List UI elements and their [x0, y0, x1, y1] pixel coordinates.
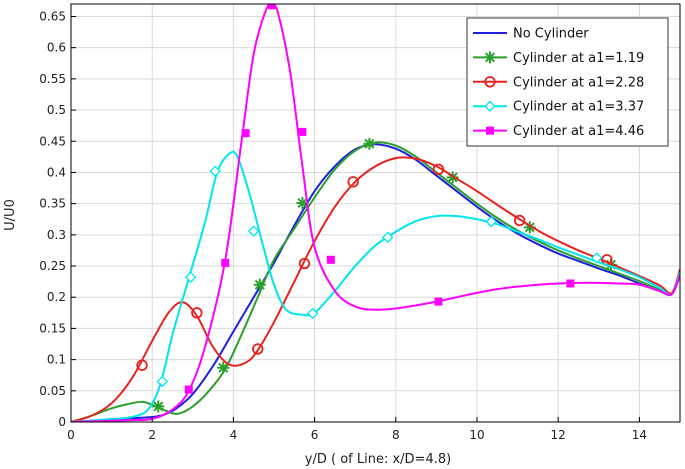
- data-point-circle: [484, 76, 496, 88]
- legend-entry: Cylinder at a1=4.46: [473, 124, 644, 139]
- data-point-asterisk: [363, 137, 376, 150]
- x-tick-label: 10: [469, 428, 484, 442]
- data-point-square: [267, 4, 276, 10]
- y-tick-label: 0.2: [47, 290, 66, 304]
- y-tick-label: 0.15: [39, 321, 66, 335]
- y-tick-label: 0.65: [39, 9, 66, 23]
- data-point-diamond: [185, 271, 197, 283]
- data-point-diamond: [247, 225, 260, 237]
- data-point-diamond: [209, 165, 221, 177]
- data-point-diamond: [591, 252, 603, 264]
- y-tick-label: 0.05: [39, 384, 66, 398]
- legend: No Cylinder Cylinder at a1=1.19 Cylinder a…: [466, 17, 669, 147]
- data-point-asterisk: [523, 221, 536, 234]
- x-tick-label: 14: [632, 428, 647, 442]
- legend-label: No Cylinder: [513, 27, 589, 42]
- data-point-square: [486, 126, 494, 135]
- y-tick-label: 0.5: [47, 103, 66, 117]
- series-layer: [71, 4, 680, 422]
- legend-entry: Cylinder at a1=1.19: [473, 51, 644, 66]
- y-tick-label: 0.6: [47, 41, 66, 55]
- x-tick-label: 0: [67, 428, 75, 442]
- data-point-circle: [432, 163, 445, 176]
- y-tick-label: 0.45: [39, 134, 66, 148]
- data-point-diamond: [306, 307, 319, 320]
- series-line: [71, 156, 680, 422]
- data-point-circle: [136, 359, 148, 371]
- axes: 0 2 4 6 8 10 12 14 0 0.05 0.1 0.15 0.2 0.25 0.3 0.35 0.4…: [39, 3, 681, 442]
- series-3: [71, 156, 680, 422]
- legend-label: Cylinder at a1=4.46: [513, 124, 644, 139]
- x-axis-title: y/D ( of Line: x/D=4.8): [305, 452, 451, 467]
- x-tick-label: 12: [551, 428, 566, 442]
- data-point-diamond: [156, 375, 169, 388]
- data-point-asterisk: [152, 400, 165, 413]
- data-point-circle: [298, 257, 311, 270]
- x-tick-label: 2: [148, 428, 156, 442]
- y-axis-title: U/U0: [3, 199, 18, 231]
- series-5: [71, 4, 680, 422]
- data-point-square: [566, 279, 575, 288]
- data-point-circle: [513, 214, 526, 227]
- legend-entry: Cylinder at a1=3.37: [473, 100, 644, 115]
- data-point-circle: [252, 343, 264, 355]
- data-point-circle: [347, 176, 359, 188]
- y-tick-label: 0: [58, 415, 66, 429]
- data-point-square: [184, 385, 193, 394]
- y-tick-label: 0.3: [47, 228, 66, 242]
- data-point-square: [326, 255, 335, 264]
- data-point-square: [298, 127, 307, 136]
- legend-entry: No Cylinder: [473, 27, 589, 42]
- y-tick-label: 0.35: [39, 197, 66, 211]
- x-tick-label: 6: [311, 428, 319, 442]
- legend-label: Cylinder at a1=1.19: [513, 51, 644, 66]
- data-point-square: [221, 258, 230, 267]
- data-point-square: [241, 129, 250, 138]
- data-point-diamond: [484, 100, 496, 112]
- data-point-diamond: [485, 216, 497, 228]
- y-tick-label: 0.1: [47, 353, 66, 367]
- legend-entry: Cylinder at a1=2.28: [473, 75, 644, 90]
- data-point-circle: [191, 307, 203, 319]
- data-point-asterisk: [484, 51, 496, 64]
- data-point-square: [434, 297, 443, 306]
- x-tick-label: 8: [392, 428, 400, 442]
- y-tick-label: 0.55: [39, 72, 66, 86]
- y-tick-label: 0.25: [39, 259, 66, 273]
- plot-frame: [70, 3, 681, 423]
- data-point-asterisk: [253, 278, 266, 291]
- legend-label: Cylinder at a1=3.37: [513, 100, 644, 115]
- legend-label: Cylinder at a1=2.28: [513, 75, 644, 90]
- x-tick-label: 4: [230, 428, 238, 442]
- data-point-diamond: [381, 231, 394, 244]
- y-tick-label: 0.4: [47, 165, 66, 179]
- data-point-asterisk: [217, 361, 230, 374]
